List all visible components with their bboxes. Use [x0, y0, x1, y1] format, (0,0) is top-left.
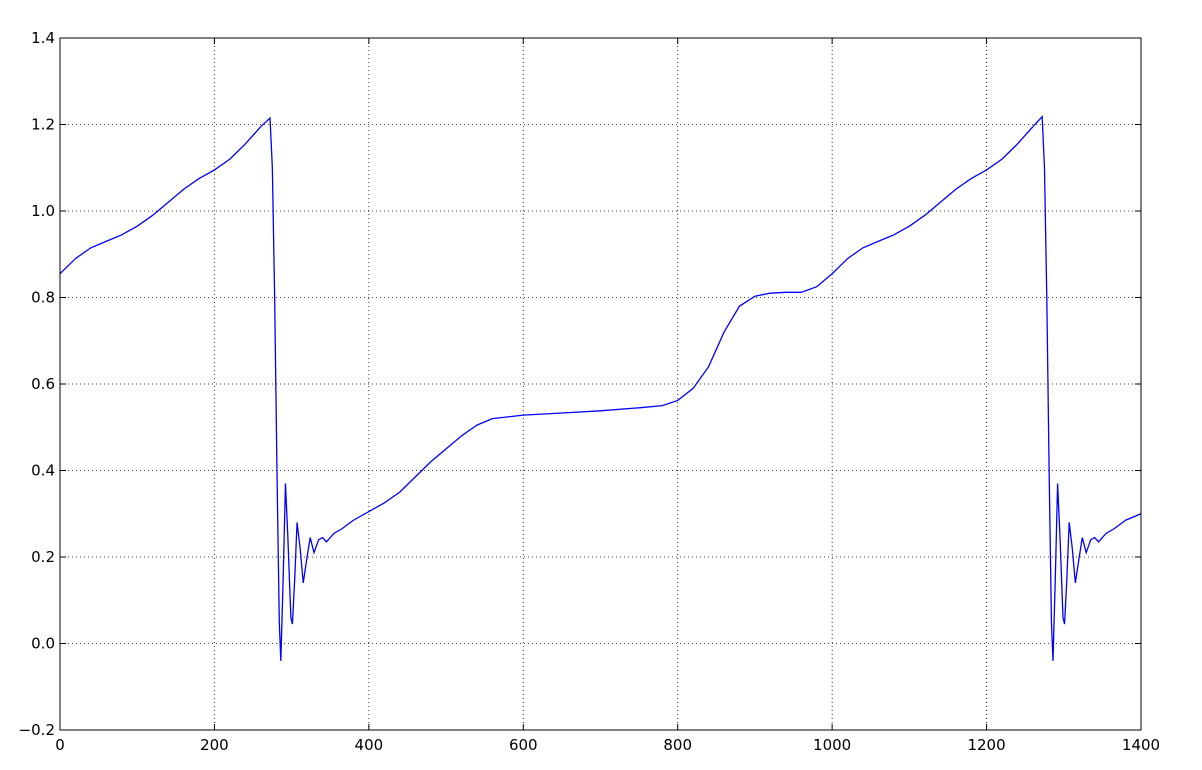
y-tick-label: 1.0 — [31, 202, 55, 220]
x-tick-label: 600 — [509, 736, 538, 754]
x-tick-label: 200 — [200, 736, 229, 754]
data-line — [59, 115, 1142, 661]
x-tick-label: 0 — [55, 736, 65, 754]
x-tick-label: 400 — [355, 736, 384, 754]
y-tick-label: −0.2 — [19, 721, 55, 739]
x-tick-label: 1200 — [967, 736, 1005, 754]
y-tick-label: 0.8 — [31, 289, 55, 307]
x-tick-label: 1400 — [1122, 736, 1160, 754]
y-tick-label: 1.2 — [31, 116, 55, 134]
y-tick-label: 0.2 — [31, 548, 55, 566]
y-tick-label: 1.4 — [31, 29, 55, 47]
x-tick-label: 1000 — [813, 736, 851, 754]
y-tick-label: 0.6 — [31, 375, 55, 393]
x-tick-label: 800 — [663, 736, 692, 754]
plot-frame — [59, 37, 1142, 731]
y-tick-label: 0.4 — [31, 462, 55, 480]
y-tick-label: 0.0 — [31, 635, 55, 653]
